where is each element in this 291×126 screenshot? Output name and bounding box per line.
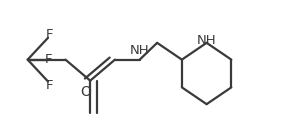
Text: NH: NH [197, 34, 217, 47]
Text: NH: NH [130, 44, 150, 57]
Text: O: O [80, 85, 91, 99]
Text: F: F [46, 28, 54, 41]
Text: F: F [46, 79, 54, 92]
Text: F: F [45, 53, 53, 66]
